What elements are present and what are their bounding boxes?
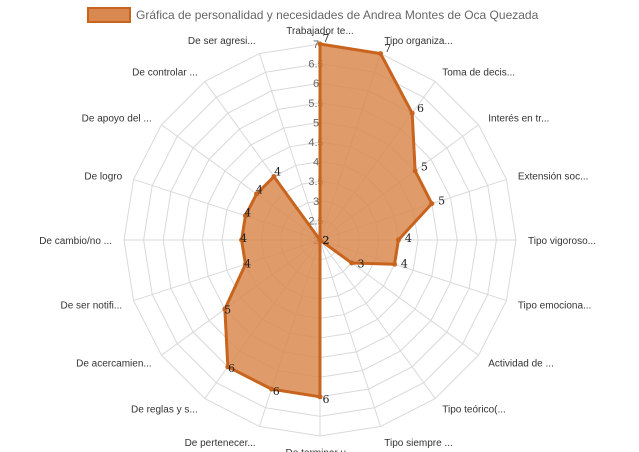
data-point [242, 261, 248, 267]
category-label: Tipo teórico(... [442, 404, 506, 415]
data-point [317, 394, 323, 400]
category-labels: Trabajador te... Tipo organiza... Toma de … [39, 26, 596, 452]
category-label: De logro [84, 172, 122, 183]
category-label: De reglas y s... [131, 404, 198, 415]
category-label: Tipo organiza... [384, 36, 453, 47]
data-label: 7 [323, 32, 330, 45]
category-label: De ser agresi... [188, 36, 256, 47]
legend[interactable]: Gráfica de personalidad y necesidades de… [87, 7, 539, 23]
data-point [242, 213, 248, 219]
data-label: 4 [244, 257, 251, 270]
tick-label: 6 [313, 78, 319, 90]
data-point [378, 51, 384, 57]
data-point [392, 261, 398, 267]
legend-label: Gráfica de personalidad y necesidades de… [136, 8, 539, 22]
category-label: Tipo siempre ... [384, 438, 453, 449]
data-label: 2 [323, 234, 330, 247]
spoke-line [258, 53, 321, 241]
category-label: Tipo vigoroso... [528, 236, 596, 247]
data-point [222, 306, 228, 312]
category-label: Trabajador te... [286, 26, 353, 37]
data-point [225, 364, 231, 370]
tick-label: 4 [313, 157, 319, 169]
data-label: 4 [405, 232, 412, 245]
category-label: De pertenecer... [185, 438, 256, 449]
data-point [269, 386, 275, 392]
legend-swatch [87, 7, 131, 23]
data-label: 7 [384, 42, 391, 55]
category-label: De terminar u... [286, 448, 355, 452]
data-label: 4 [244, 207, 251, 220]
category-label: Extensión soc... [518, 172, 589, 183]
category-label: De ser notifi... [60, 300, 122, 311]
data-point [239, 237, 245, 243]
data-point [317, 237, 323, 243]
data-label: 4 [256, 184, 263, 197]
category-label: Toma de decis... [442, 68, 515, 79]
data-point [317, 41, 323, 47]
data-points [222, 41, 435, 400]
category-label: De cambio/no ... [39, 236, 112, 247]
data-point [271, 174, 277, 180]
data-point [395, 237, 401, 243]
data-label: 4 [240, 232, 247, 245]
data-point [429, 201, 435, 207]
category-label: Interés en tr... [488, 114, 549, 125]
data-label: 5 [421, 161, 428, 174]
data-point [412, 168, 418, 174]
data-label: 5 [438, 194, 445, 207]
data-label: 6 [228, 362, 235, 375]
category-label: De acercamien... [76, 358, 152, 369]
data-label: 6 [323, 393, 330, 406]
data-label: 5 [224, 303, 231, 316]
category-label: De controlar ... [132, 68, 198, 79]
data-point [409, 110, 415, 116]
data-label: 2 [323, 234, 330, 247]
tick-label: 7 [313, 39, 319, 51]
data-label: 6 [273, 385, 280, 398]
data-label: 3 [357, 257, 364, 270]
tick-label: 3 [313, 196, 319, 208]
data-label: 4 [401, 257, 408, 270]
spoke-line [319, 239, 436, 399]
series-area[interactable] [223, 42, 434, 399]
data-label: 4 [274, 165, 281, 178]
category-label: Tipo emociona... [518, 300, 592, 311]
tick-label: 5 [313, 117, 319, 129]
data-point [254, 191, 260, 197]
data-label: 2 [323, 234, 330, 247]
category-label: Actividad de ... [488, 358, 554, 369]
data-point [349, 260, 355, 266]
spoke-line [319, 239, 382, 427]
data-label: 6 [417, 102, 424, 115]
category-label: De apoyo del ... [82, 114, 152, 125]
series-polygon[interactable] [223, 42, 434, 399]
